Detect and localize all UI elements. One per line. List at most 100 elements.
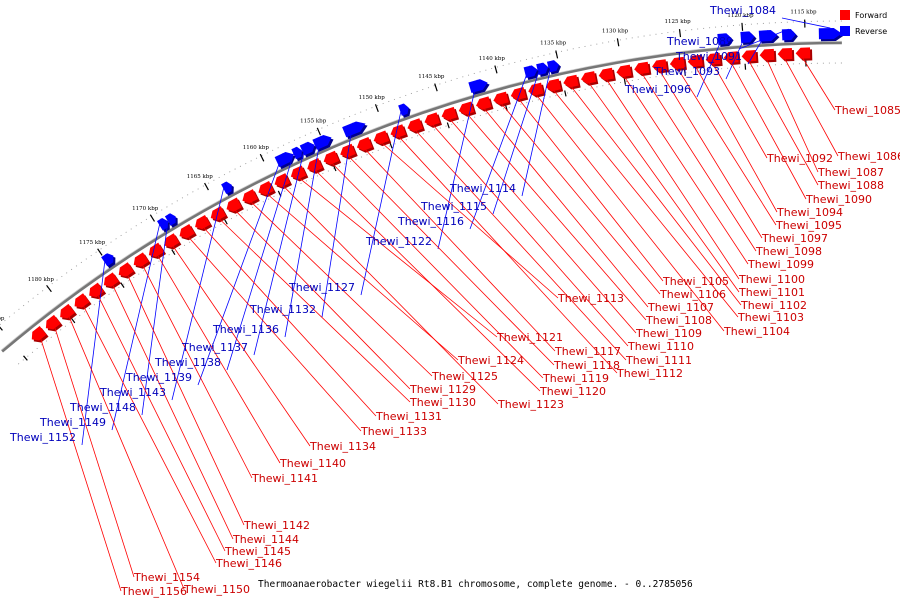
gene-arrow-thewi-1136[interactable] [312,135,334,152]
gene-label-thewi-1107[interactable]: Thewi_1107 [647,301,714,314]
gene-arrow-thewi-1125[interactable] [242,189,260,206]
gene-label-thewi-1124[interactable]: Thewi_1124 [457,354,524,367]
gene-label-thewi-1105[interactable]: Thewi_1105 [662,275,729,288]
gene-arrow-thewi-1117[interactable] [356,137,375,153]
gene-label-thewi-1131[interactable]: Thewi_1131 [375,410,442,423]
gene-label-thewi-1097[interactable]: Thewi_1097 [761,232,828,245]
gene-arrow-thewi-1113[interactable] [373,130,392,147]
gene-label-thewi-1114[interactable]: Thewi_1114 [449,182,516,195]
gene-label-thewi-1101[interactable]: Thewi_1101 [738,286,805,299]
gene-label-thewi-1098[interactable]: Thewi_1098 [755,245,822,258]
gene-label-thewi-1117[interactable]: Thewi_1117 [554,345,621,358]
gene-arrow-thewi-1131[interactable] [195,214,213,232]
gene-label-thewi-1111[interactable]: Thewi_1111 [625,354,692,367]
gene-arrow-thewi-1138[interactable] [291,146,305,162]
gene-arrow-thewi-1100[interactable] [598,67,616,83]
gene-arrow-thewi-1133[interactable] [179,223,197,241]
gene-arrow-thewi-1118[interactable] [340,143,358,160]
gene-label-thewi-1142[interactable]: Thewi_1142 [243,519,310,532]
gene-arrow-thewi-1119[interactable] [323,150,342,167]
gene-arrow-thewi-1116[interactable] [523,65,540,81]
gene-arrow-thewi-1102[interactable] [563,74,581,90]
gene-arrow-thewi-1106[interactable] [493,91,511,107]
gene-label-thewi-1100[interactable]: Thewi_1100 [738,273,805,286]
gene-label-thewi-1087[interactable]: Thewi_1087 [817,166,884,179]
gene-arrow-thewi-1095[interactable] [669,56,687,71]
gene-arrow-thewi-1101[interactable] [580,71,599,86]
gene-arrow-thewi-1145[interactable] [89,282,107,300]
gene-label-thewi-1121[interactable]: Thewi_1121 [496,331,563,344]
gene-label-thewi-1093[interactable]: Thewi_1093 [653,65,720,78]
gene-label-thewi-1115[interactable]: Thewi_1115 [420,200,487,213]
gene-label-thewi-1103[interactable]: Thewi_1103 [737,311,804,324]
gene-label-thewi-1092[interactable]: Thewi_1092 [766,152,833,165]
gene-arrow-thewi-1085[interactable] [795,47,813,61]
gene-label-thewi-1145[interactable]: Thewi_1145 [224,545,291,558]
gene-label-thewi-1112[interactable]: Thewi_1112 [616,367,683,380]
gene-label-thewi-1129[interactable]: Thewi_1129 [409,383,476,396]
gene-arrow-thewi-1152[interactable] [101,253,116,269]
gene-arrow-thewi-1120[interactable] [307,157,325,174]
gene-label-thewi-1106[interactable]: Thewi_1106 [659,288,726,301]
gene-label-thewi-1096[interactable]: Thewi_1096 [624,83,691,96]
gene-arrow-thewi-1154[interactable] [45,314,63,332]
gene-arrow-thewi-1142[interactable] [118,262,136,279]
gene-label-thewi-1139[interactable]: Thewi_1139 [125,371,192,384]
gene-label-thewi-1138[interactable]: Thewi_1138 [154,356,221,369]
gene-arrow-thewi-1129[interactable] [226,197,244,214]
gene-arrow-thewi-1088[interactable] [741,49,759,64]
gene-arrow-thewi-1084[interactable] [818,28,844,42]
gene-label-thewi-1095[interactable]: Thewi_1095 [775,219,842,232]
gene-arrow-thewi-1141[interactable] [133,252,151,269]
gene-arrow-thewi-1098[interactable] [634,61,652,77]
gene-arrow-thewi-1107[interactable] [476,96,494,112]
gene-label-thewi-1091[interactable]: Thewi_1091 [675,50,742,63]
gene-label-thewi-1088[interactable]: Thewi_1088 [817,179,884,192]
gene-arrow-thewi-1105[interactable] [510,87,529,103]
gene-arrow-thewi-1156[interactable] [31,325,49,343]
gene-arrow-thewi-1109[interactable] [441,106,460,123]
gene-arrow-thewi-1110[interactable] [424,112,442,128]
gene-label-thewi-1110[interactable]: Thewi_1110 [627,340,694,353]
gene-arrow-thewi-1104[interactable] [528,82,546,98]
gene-arrow-thewi-1124[interactable] [258,181,276,198]
gene-label-thewi-1125[interactable]: Thewi_1125 [431,370,498,383]
gene-label-thewi-1120[interactable]: Thewi_1120 [539,385,606,398]
gene-label-thewi-1084[interactable]: Thewi_1084 [709,4,776,17]
gene-label-thewi-1116[interactable]: Thewi_1116 [397,215,464,228]
gene-arrow-thewi-1094[interactable] [687,54,705,69]
gene-label-thewi-1123[interactable]: Thewi_1123 [497,398,564,411]
gene-arrow-thewi-1089[interactable] [781,29,798,43]
gene-label-thewi-1132[interactable]: Thewi_1132 [249,303,316,316]
gene-arrow-thewi-1150[interactable] [60,303,78,321]
gene-arrow-thewi-1146[interactable] [74,293,92,310]
gene-label-thewi-1156[interactable]: Thewi_1156 [120,585,187,598]
gene-label-thewi-1144[interactable]: Thewi_1144 [232,533,299,546]
gene-arrow-thewi-1122[interactable] [468,79,490,96]
gene-arrow-thewi-1093[interactable] [740,31,757,45]
gene-label-thewi-1109[interactable]: Thewi_1109 [635,327,702,340]
gene-arrow-thewi-1097[interactable] [652,59,670,74]
gene-arrow-thewi-1090[interactable] [723,51,741,66]
gene-arrow-thewi-1148[interactable] [164,213,178,228]
gene-label-thewi-1141[interactable]: Thewi_1141 [251,472,318,485]
gene-arrow-thewi-1086[interactable] [777,48,795,62]
gene-arrow-thewi-1112[interactable] [390,124,409,140]
gene-label-thewi-1108[interactable]: Thewi_1108 [645,314,712,327]
gene-arrow-thewi-1143[interactable] [221,181,234,197]
gene-label-thewi-1149[interactable]: Thewi_1149 [39,416,106,429]
gene-label-thewi-1118[interactable]: Thewi_1118 [553,359,620,372]
gene-label-thewi-1133[interactable]: Thewi_1133 [360,425,427,438]
gene-label-thewi-1104[interactable]: Thewi_1104 [723,325,790,338]
gene-label-thewi-1094[interactable]: Thewi_1094 [776,206,843,219]
gene-arrow-thewi-1111[interactable] [407,118,425,134]
gene-label-thewi-1137[interactable]: Thewi_1137 [181,341,248,354]
gene-label-thewi-1086[interactable]: Thewi_1086 [837,150,900,163]
gene-label-thewi-1152[interactable]: Thewi_1152 [9,431,76,444]
gene-label-thewi-1134[interactable]: Thewi_1134 [309,440,376,453]
gene-label-thewi-1136[interactable]: Thewi_1136 [212,323,279,336]
gene-label-thewi-1130[interactable]: Thewi_1130 [409,396,476,409]
gene-arrow-thewi-1099[interactable] [616,64,634,80]
gene-label-thewi-1090[interactable]: Thewi_1090 [805,193,872,206]
gene-label-thewi-1113[interactable]: Thewi_1113 [557,292,624,305]
